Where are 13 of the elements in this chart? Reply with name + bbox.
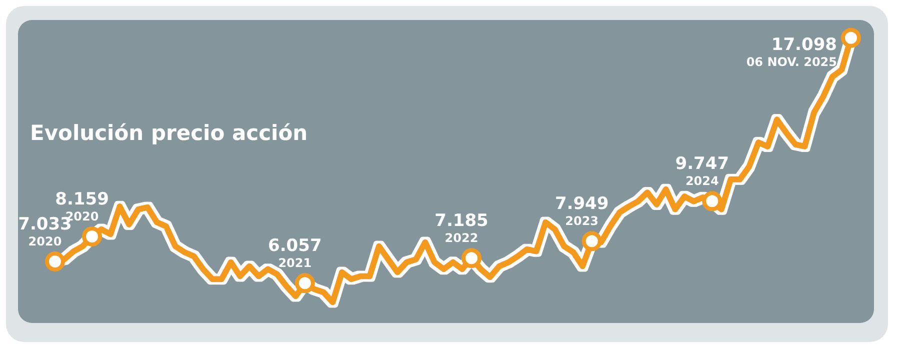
text: Evolución precio acción bbox=[30, 121, 308, 145]
data-label: 6.057 2021 bbox=[268, 236, 322, 270]
point bbox=[582, 231, 602, 252]
point bbox=[294, 273, 315, 294]
data-label: 9.747 2024 bbox=[675, 154, 730, 188]
data-label: 7.185 2022 bbox=[434, 211, 488, 246]
data-label: 17.098 06 NOV. 2025 bbox=[746, 34, 837, 69]
point bbox=[841, 28, 861, 48]
point bbox=[82, 226, 102, 246]
point bbox=[702, 191, 722, 212]
point bbox=[462, 248, 482, 268]
data-label: 7.949 2023 bbox=[554, 194, 609, 228]
point bbox=[45, 251, 65, 272]
